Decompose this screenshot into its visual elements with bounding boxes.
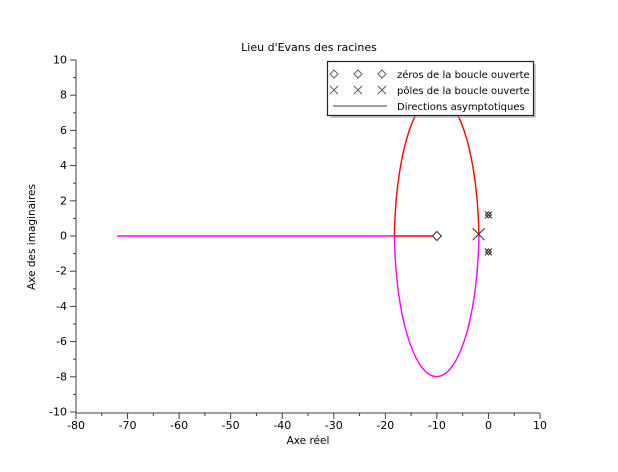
plot-title: Lieu d'Evans des racines (241, 41, 377, 54)
legend: zéros de la boucle ouverte pôles de la b… (326, 60, 536, 118)
svg-text:-60: -60 (170, 419, 188, 432)
svg-text:8: 8 (60, 89, 67, 102)
svg-text:-40: -40 (273, 419, 291, 432)
svg-text:-2: -2 (56, 265, 67, 278)
svg-text:10: 10 (533, 419, 547, 432)
svg-text:0: 0 (60, 230, 67, 243)
svg-text:-8: -8 (56, 370, 67, 383)
svg-text:2: 2 (60, 194, 67, 207)
pole-zero-markers (431, 211, 493, 256)
legend-label-poles: pôles de la boucle ouverte (397, 85, 530, 97)
svg-text:6: 6 (60, 124, 67, 137)
svg-text:-10: -10 (49, 406, 67, 419)
svg-text:-10: -10 (428, 419, 446, 432)
legend-shadow (330, 64, 536, 118)
svg-text:10: 10 (53, 54, 67, 67)
x-axis-label: Axe réel (287, 435, 330, 447)
legend-label-zeros: zéros de la boucle ouverte (397, 69, 530, 81)
legend-marker-symbols (329, 69, 387, 107)
svg-text:-6: -6 (56, 335, 67, 348)
legend-label-asymptotes: Directions asymptotiques (397, 102, 525, 113)
svg-text:-50: -50 (222, 419, 240, 432)
svg-text:-30: -30 (325, 419, 343, 432)
y-axis-label: Axe des imaginaires (26, 184, 38, 290)
svg-text:-4: -4 (56, 300, 67, 313)
svg-text:-70: -70 (119, 419, 137, 432)
svg-text:-80: -80 (67, 419, 85, 432)
axes: -80 -70 -60 -50 -40 -30 -20 -10 0 10-10-8-6-4-202… (49, 54, 547, 433)
svg-text:-20: -20 (376, 419, 394, 432)
svg-text:4: 4 (60, 159, 67, 172)
svg-text:0: 0 (485, 419, 492, 432)
